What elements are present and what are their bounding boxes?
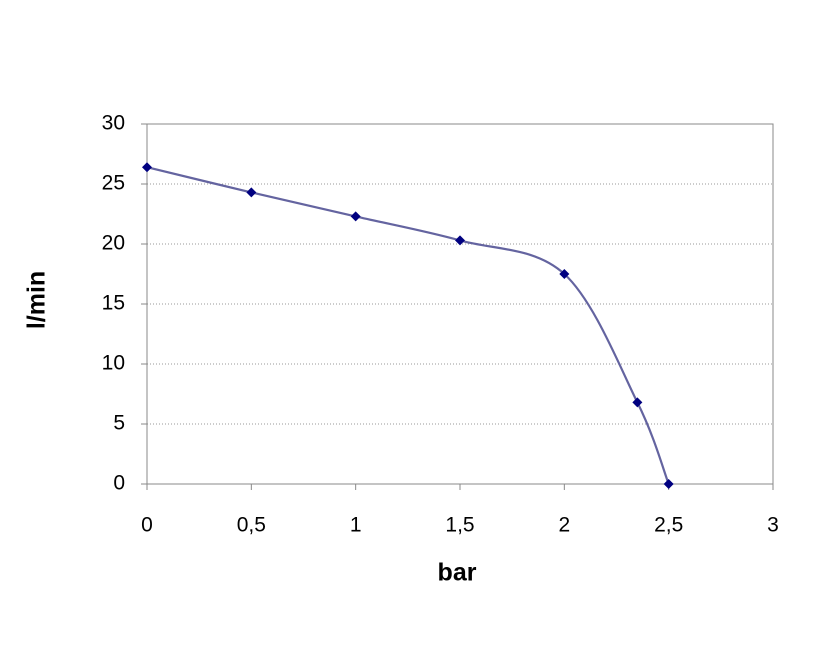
x-tick-label: 1,5 xyxy=(445,514,474,537)
series-line xyxy=(146,166,670,485)
x-tick-label: 2,5 xyxy=(654,514,683,537)
data-point xyxy=(663,479,674,489)
y-tick-label: 0 xyxy=(113,472,125,495)
y-tick-label: 10 xyxy=(102,352,125,375)
y-tick-label: 20 xyxy=(102,232,125,255)
y-tick-label: 30 xyxy=(102,112,125,135)
y-tick-label: 15 xyxy=(102,292,125,315)
data-point xyxy=(350,211,361,222)
data-point xyxy=(632,397,643,408)
x-tick-label: 1 xyxy=(350,514,362,537)
data-point xyxy=(455,235,465,246)
x-axis-title: bar xyxy=(438,559,477,587)
data-point xyxy=(246,187,257,198)
y-axis-title: l/min xyxy=(23,271,51,329)
x-tick-label: 3 xyxy=(767,514,779,537)
x-tick-label: 0,5 xyxy=(237,514,266,537)
data-point xyxy=(142,162,152,173)
y-tick-label: 25 xyxy=(102,172,125,195)
x-tick-label: 2 xyxy=(558,514,570,537)
data-point xyxy=(559,269,570,279)
y-tick-label: 5 xyxy=(113,412,125,435)
x-tick-label: 0 xyxy=(141,514,153,537)
plot-frame xyxy=(146,123,774,485)
